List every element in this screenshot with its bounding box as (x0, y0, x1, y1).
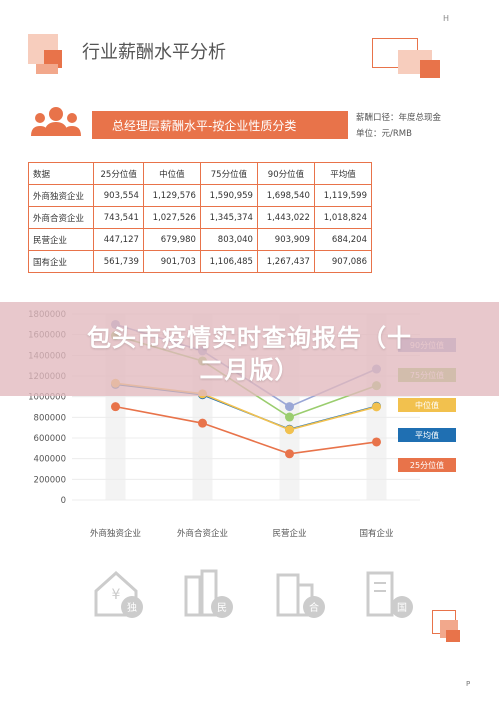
table-header: 25分位值 (93, 162, 144, 185)
table-header: 数据 (27, 162, 95, 185)
data-point (285, 425, 294, 435)
table-cell: 679,980 (142, 228, 201, 251)
table-cell: 684,204 (313, 228, 373, 251)
page-title: 行业薪酬水平分析 (82, 42, 226, 63)
state-enterprise-icon: 国 (366, 571, 413, 618)
svg-text:¥: ¥ (112, 587, 121, 603)
private-enterprise-icon: 民 (184, 569, 233, 618)
joint-venture-icon: 合 (276, 573, 325, 618)
data-point (372, 437, 381, 447)
table-cell: 903,554 (93, 184, 144, 207)
salary-table: 数据 25分位值 中位值 75分位值 90分位值 平均值 外商独资企业 903,… (27, 162, 373, 273)
unit-note: 薪酬口径：年度总现金 单位：元/RMB (356, 110, 441, 142)
table-cell: 1,590,959 (199, 184, 258, 207)
table-cell: 903,909 (256, 228, 315, 251)
data-point (285, 402, 294, 412)
data-point (285, 449, 294, 459)
icon-char: 国 (397, 602, 407, 614)
table-row: 外商合资企业 743,541 1,027,526 1,345,374 1,443… (27, 206, 373, 229)
x-tick-label: 外商合资企业 (177, 528, 228, 539)
table-row: 外商独资企业 903,554 1,129,576 1,590,959 1,698… (27, 184, 373, 207)
table-header: 75分位值 (199, 162, 258, 185)
table-row: 国有企业 561,739 901,703 1,106,485 1,267,437… (27, 250, 373, 273)
table-cell: 外商合资企业 (27, 206, 95, 229)
unit-label: 单位：元/RMB (356, 129, 412, 139)
data-point (198, 418, 207, 428)
legend-item: 25分位值 (398, 458, 456, 472)
table-header: 90分位值 (256, 162, 315, 185)
corner-label: H (442, 14, 449, 23)
table-cell: 1,267,437 (256, 250, 315, 273)
overlay-title-line: 二月版） (199, 356, 300, 384)
table-header: 平均值 (313, 162, 373, 185)
table-header: 中位值 (142, 162, 201, 185)
people-icon (31, 107, 81, 136)
table-cell: 民营企业 (27, 228, 95, 251)
icon-char: 合 (309, 601, 319, 614)
table-cell: 447,127 (93, 228, 144, 251)
overlay-band (0, 302, 499, 396)
table-cell: 907,086 (313, 250, 373, 273)
overlay-title-line: 包头市疫情实时查询报告（十 (87, 324, 412, 352)
y-tick-label: 200000 (34, 475, 66, 485)
table-cell: 901,703 (142, 250, 201, 273)
y-tick-label: 1000000 (28, 393, 66, 403)
y-tick-label: 400000 (34, 455, 66, 465)
table-cell: 国有企业 (27, 250, 95, 273)
x-tick-label: 国有企业 (359, 528, 393, 539)
table-header-row: 数据 25分位值 中位值 75分位值 90分位值 平均值 (27, 162, 373, 185)
data-point (372, 402, 381, 412)
salary-caliber: 薪酬口径：年度总现金 (356, 113, 442, 123)
overlay-title: 包头市疫情实时查询报告（十 二月版） (0, 322, 499, 386)
y-tick-label: 800000 (34, 413, 66, 423)
y-tick-label: 0 (61, 496, 66, 506)
decor-square (44, 50, 62, 68)
decor-square (36, 64, 58, 74)
legend-item: 中位值 (398, 398, 456, 412)
series-line (115, 405, 377, 455)
y-tick-label: 600000 (34, 434, 66, 444)
table-cell: 1,018,824 (313, 206, 373, 229)
table-cell: 743,541 (93, 206, 144, 229)
icon-char: 独 (127, 601, 137, 614)
foreign-enterprise-icon: ¥ 独 (94, 570, 143, 618)
table-cell: 1,443,022 (256, 206, 315, 229)
section-banner: 总经理层薪酬水平-按企业性质分类 (92, 111, 348, 139)
data-point (285, 412, 294, 422)
table-cell: 1,345,374 (199, 206, 258, 229)
table-cell: 803,040 (199, 228, 258, 251)
decor-square (446, 630, 460, 642)
table-cell: 1,027,526 (142, 206, 201, 229)
table-cell: 外商独资企业 (27, 184, 95, 207)
legend-item: 平均值 (398, 428, 456, 442)
table-row: 民营企业 447,127 679,980 803,040 903,909 684… (27, 228, 373, 251)
icon-char: 民 (217, 602, 227, 614)
decor-square (420, 60, 440, 78)
table-cell: 1,106,485 (199, 250, 258, 273)
page-marker: P (466, 680, 471, 688)
table-cell: 1,129,576 (142, 184, 201, 207)
x-tick-label: 民营企业 (272, 528, 306, 539)
x-tick-label: 外商独资企业 (90, 528, 141, 539)
table-cell: 1,698,540 (256, 184, 315, 207)
table-cell: 561,739 (93, 250, 144, 273)
table-cell: 1,119,599 (313, 184, 373, 207)
data-point (111, 402, 120, 412)
